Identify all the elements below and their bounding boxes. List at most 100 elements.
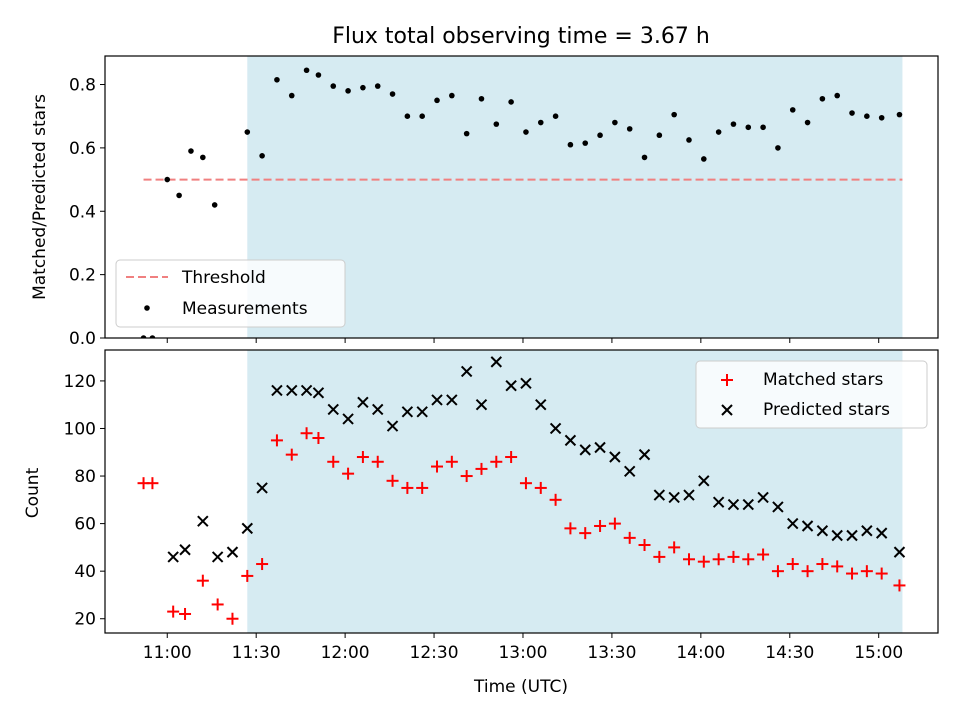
top-y-tick-label: 0.0	[69, 329, 96, 349]
measurement-point	[878, 114, 885, 121]
matched-point	[179, 607, 192, 620]
predicted-point	[698, 475, 710, 487]
measurement-point	[374, 83, 381, 89]
matched-point	[712, 553, 725, 566]
top-plot-frame	[104, 55, 939, 339]
bottom-legend-box	[695, 360, 928, 429]
legend-matched-swatch	[721, 374, 733, 386]
measurement-point	[537, 119, 544, 126]
top-panel: Flux total observing time = 3.67 h 0.0 0.…	[30, 24, 939, 349]
measurement-point	[789, 107, 796, 113]
predicted-point	[683, 489, 695, 501]
predicted-point	[179, 544, 191, 556]
predicted-point	[653, 489, 666, 501]
measurement-point	[508, 99, 514, 105]
bottom-plot-frame	[104, 349, 939, 634]
matched-point	[401, 481, 414, 494]
matched-point	[682, 553, 695, 566]
measurement-point	[330, 83, 337, 89]
legend-threshold-label: Threshold	[181, 268, 266, 288]
matched-point	[697, 555, 710, 568]
measurement-point	[715, 129, 722, 135]
matched-point	[668, 541, 681, 554]
measurement-point	[641, 154, 648, 161]
predicted-point	[211, 551, 224, 563]
measurement-point	[493, 121, 500, 127]
measurement-point	[288, 92, 295, 99]
predicted-point	[846, 529, 858, 542]
predicted-point	[757, 491, 769, 504]
matched-point	[226, 612, 239, 625]
x-axis-label: Time (UTC)	[473, 677, 568, 697]
x-tick-label: 15:00	[854, 643, 903, 663]
matched-point	[608, 517, 621, 530]
top-legend-box	[115, 259, 346, 328]
matched-point	[371, 455, 384, 468]
predicted-point	[564, 434, 577, 447]
predicted-point	[300, 384, 313, 397]
measurement-point	[419, 113, 425, 120]
measurement-point	[896, 111, 903, 118]
predicted-point	[712, 496, 725, 508]
measurement-point	[597, 132, 603, 139]
predicted-point	[357, 396, 369, 409]
measurement-point	[656, 132, 663, 139]
measurement-point	[552, 113, 559, 120]
matched-point	[831, 560, 844, 573]
legend-matched-label: Matched stars	[763, 370, 883, 390]
predicted-point	[372, 403, 384, 416]
predicted-point	[342, 413, 354, 425]
bottom-legend: Matched stars Predicted stars	[695, 360, 928, 429]
x-tick-label: 13:30	[587, 643, 636, 663]
matched-point	[445, 455, 458, 468]
top-y-axis-label: Matched/Predicted stars	[30, 94, 50, 300]
measurement-point	[360, 84, 366, 91]
matched-point	[505, 451, 518, 464]
predicted-point	[787, 517, 799, 530]
matched-point	[786, 558, 799, 571]
measurement-point	[745, 124, 752, 131]
matched-point	[490, 455, 503, 468]
measurement-point	[478, 95, 485, 102]
measurement-point	[164, 176, 171, 183]
bottom-y-tick-label: 120	[64, 372, 96, 392]
bottom-y-tick-label: 20	[74, 610, 96, 630]
predicted-point	[668, 491, 680, 504]
measurement-point	[259, 153, 265, 159]
measurement-point	[211, 202, 218, 208]
matched-point	[846, 567, 859, 580]
bottom-y-tick-label: 100	[64, 419, 96, 439]
predicted-point	[893, 546, 906, 558]
x-tick-label: 11:30	[232, 643, 281, 663]
matched-point	[416, 481, 429, 494]
measurement-point	[819, 95, 826, 102]
matched-point	[653, 550, 666, 563]
matched-point	[196, 574, 209, 587]
top-y-tick-label: 0.8	[69, 76, 96, 96]
bottom-y-axis-label: Count	[23, 467, 43, 518]
top-shaded-span	[247, 56, 903, 338]
x-tick-label: 11:00	[143, 643, 192, 663]
matched-point	[727, 550, 740, 563]
x-tick-label: 12:30	[410, 643, 459, 663]
matched-point	[431, 460, 444, 473]
matched-point	[801, 565, 814, 578]
predicted-point	[875, 527, 888, 539]
measurement-point	[434, 97, 440, 104]
predicted-point	[861, 525, 873, 537]
matched-point	[579, 527, 592, 540]
predicted-point	[286, 384, 298, 397]
predicted-point	[197, 515, 209, 527]
x-tick-label: 14:30	[765, 643, 814, 663]
matched-point	[356, 451, 369, 464]
predicted-point	[167, 551, 179, 563]
predicted-point	[594, 441, 606, 454]
predicted-point	[831, 529, 843, 542]
predicted-point	[312, 387, 325, 399]
measurement-point	[701, 156, 707, 162]
predicted-point	[609, 451, 621, 463]
measurement-point	[523, 129, 529, 135]
measurement-point	[176, 192, 182, 199]
predicted-point	[638, 448, 651, 461]
